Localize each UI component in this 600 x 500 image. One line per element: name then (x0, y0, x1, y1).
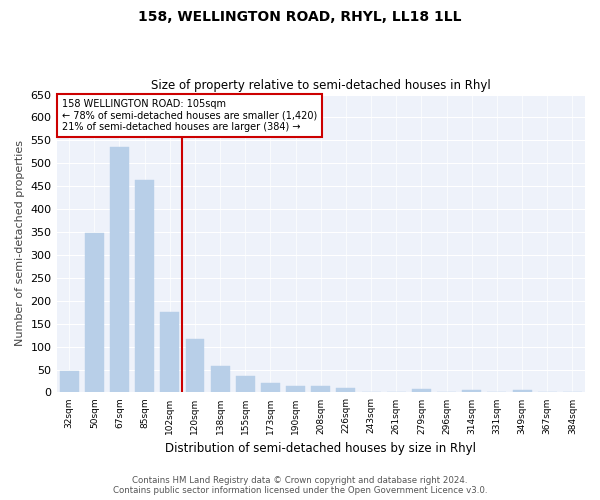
X-axis label: Distribution of semi-detached houses by size in Rhyl: Distribution of semi-detached houses by … (165, 442, 476, 455)
Bar (85, 233, 104, 392)
Bar (337, 388, 355, 392)
Bar (185, 340, 205, 392)
Bar (160, 312, 179, 392)
Bar (135, 180, 154, 392)
Bar (110, 148, 129, 392)
Text: 158, WELLINGTON ROAD, RHYL, LL18 1LL: 158, WELLINGTON ROAD, RHYL, LL18 1LL (138, 10, 462, 24)
Bar (412, 389, 431, 392)
Title: Size of property relative to semi-detached houses in Rhyl: Size of property relative to semi-detach… (151, 79, 491, 92)
Bar (512, 390, 532, 392)
Bar (59, 372, 79, 392)
Bar (261, 384, 280, 392)
Text: 158 WELLINGTON ROAD: 105sqm
← 78% of semi-detached houses are smaller (1,420)
21: 158 WELLINGTON ROAD: 105sqm ← 78% of sem… (62, 99, 317, 132)
Bar (311, 386, 330, 392)
Bar (236, 376, 255, 392)
Text: Contains HM Land Registry data © Crown copyright and database right 2024.
Contai: Contains HM Land Registry data © Crown c… (113, 476, 487, 495)
Y-axis label: Number of semi-detached properties: Number of semi-detached properties (15, 140, 25, 346)
Bar (286, 386, 305, 392)
Bar (211, 366, 230, 392)
Bar (463, 390, 481, 392)
